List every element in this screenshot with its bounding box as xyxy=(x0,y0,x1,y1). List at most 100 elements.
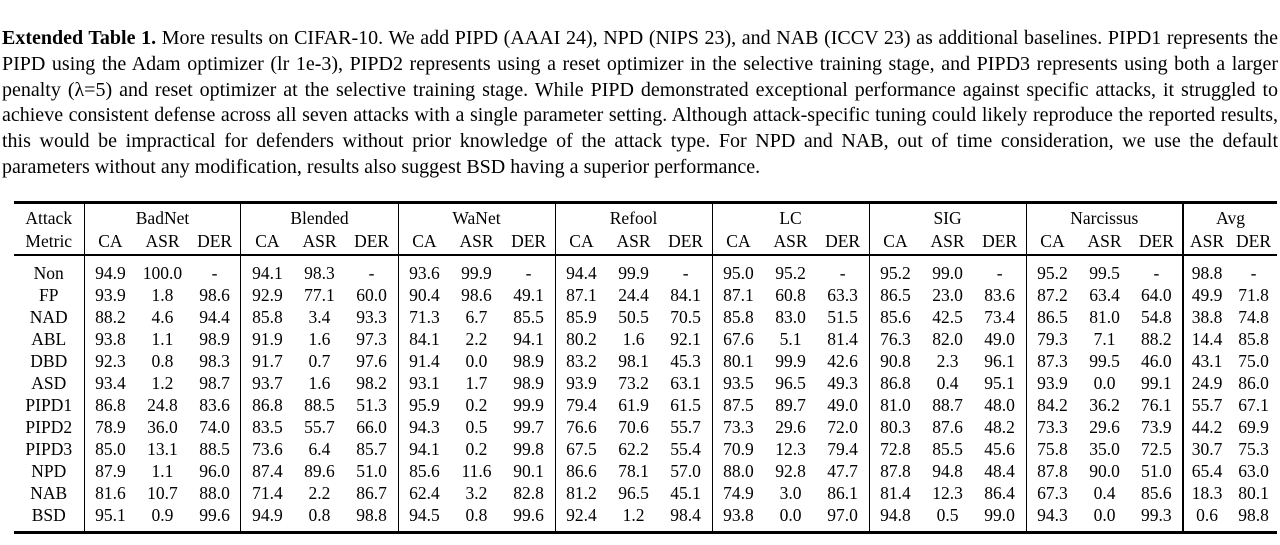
cell-fp-narcissus-der: 64.0 xyxy=(1130,284,1185,307)
table-body: Non 94.9 100.0-94.1 98.3-93.6 99.9-94.4 99.9-… xyxy=(14,254,1277,533)
cell-nad-sig-asr: 42.5 xyxy=(932,307,963,328)
cell-dbd-wanet-ca: 91.4 xyxy=(409,351,440,372)
cell-bsd-wanet-ca: 94.5 xyxy=(409,505,440,526)
cell-pipd2-narcissus-asr: 29.6 xyxy=(1089,417,1120,438)
cell-pipd1-sig-ca: 81.0 xyxy=(880,395,911,416)
cell-bsd-sig-der: 99.0 xyxy=(973,504,1027,533)
cell-fp-blended-ca: 92.9 xyxy=(252,285,283,306)
attack-cell-pipd3: PIPD3 xyxy=(14,438,85,461)
cell-dbd-badnet-der: 98.3 xyxy=(188,350,242,373)
table-row: PIPD3 85.0 13.1 88.5 73.6 6.4 85.7 94.1 0.2 99.8 6… xyxy=(14,438,1277,461)
cell-pipd2-blended-asr: 55.7 xyxy=(304,417,335,438)
cell-dbd-refool-asr: 98.1 xyxy=(618,351,649,372)
cell-pipd2-refool-ca: 76.6 xyxy=(566,417,597,438)
cell-non-sig-der: - xyxy=(973,254,1027,285)
cell-pipd2-wanet-der: 99.7 xyxy=(502,416,556,439)
cell-fp-avg-asr: 49.9 xyxy=(1191,285,1223,306)
cell-asd-refool-der: 63.1 xyxy=(659,372,713,395)
cell-fp-sig-der: 83.6 xyxy=(973,284,1027,307)
cell-non-blended-ca: 94.1 xyxy=(252,263,283,284)
cell-bsd-wanet-asr: 0.8 xyxy=(465,505,488,526)
attack-cell-bsd: BSD xyxy=(14,504,85,533)
cell-pipd1-wanet-asr: 0.2 xyxy=(465,395,488,416)
cell-dbd-narcissus-ca: 87.3 xyxy=(1037,351,1068,372)
cell-pipd1-sig-der: 48.0 xyxy=(973,394,1027,417)
cell-abl-sig-asr: 82.0 xyxy=(932,329,963,350)
cell-pipd2-narcissus-ca: 73.3 xyxy=(1037,417,1068,438)
metric-header-lc-ca: CA xyxy=(726,231,751,252)
cell-non-wanet-ca: 93.6 xyxy=(409,263,440,284)
cell-dbd-sig-ca: 90.8 xyxy=(880,351,911,372)
cell-asd-badnet-asr: 1.2 xyxy=(151,373,174,394)
cell-pipd3-sig-asr: 85.5 xyxy=(932,439,963,460)
cell-pipd2-badnet-asr: 36.0 xyxy=(147,417,178,438)
cell-abl-badnet-ca: 93.8 xyxy=(95,329,126,350)
cell-pipd2-badnet-der: 74.0 xyxy=(188,416,242,439)
cell-non-narcissus-ca: 95.2 xyxy=(1037,263,1068,284)
cell-non-refool-ca: 94.4 xyxy=(566,263,597,284)
cell-pipd2-sig-der: 48.2 xyxy=(973,416,1027,439)
cell-fp-lc-asr: 60.8 xyxy=(775,285,806,306)
cell-pipd3-avg-asr: 30.7 xyxy=(1191,439,1223,460)
cell-dbd-wanet-asr: 0.0 xyxy=(465,351,488,372)
cell-dbd-sig-asr: 2.3 xyxy=(936,351,959,372)
cell-non-sig-asr: 99.0 xyxy=(932,263,963,284)
cell-pipd2-lc-ca: 73.3 xyxy=(723,417,754,438)
cell-pipd3-wanet-der: 99.8 xyxy=(502,438,556,461)
cell-bsd-blended-der: 98.8 xyxy=(345,504,399,533)
cell-pipd3-wanet-ca: 94.1 xyxy=(409,439,440,460)
header-group-row: Attack BadNet Blended WaNet Refool LC SIG Narci… xyxy=(14,202,1277,230)
cell-abl-lc-ca: 67.6 xyxy=(723,329,754,350)
cell-pipd1-refool-asr: 61.9 xyxy=(618,395,649,416)
cell-dbd-refool-der: 45.3 xyxy=(659,350,713,373)
cell-npd-blended-der: 51.0 xyxy=(345,460,399,483)
cell-dbd-lc-ca: 80.1 xyxy=(723,351,754,372)
cell-abl-blended-ca: 91.9 xyxy=(252,329,283,350)
cell-pipd3-refool-ca: 67.5 xyxy=(566,439,597,460)
attack-cell-pipd1: PIPD1 xyxy=(14,394,85,417)
cell-pipd2-narcissus-der: 73.9 xyxy=(1130,416,1185,439)
table-row: Non 94.9 100.0-94.1 98.3-93.6 99.9-94.4 99.9-… xyxy=(14,254,1277,285)
cell-abl-narcissus-ca: 79.3 xyxy=(1037,329,1068,350)
cell-pipd3-wanet-asr: 0.2 xyxy=(465,439,488,460)
cell-pipd3-blended-asr: 6.4 xyxy=(308,439,331,460)
cell-fp-badnet-der: 98.6 xyxy=(188,284,242,307)
metric-header-narcissus-der: DER xyxy=(1130,229,1185,255)
cell-nad-lc-ca: 85.8 xyxy=(723,307,754,328)
cell-pipd1-lc-der: 49.0 xyxy=(816,394,870,417)
cell-pipd3-badnet-ca: 85.0 xyxy=(95,439,126,460)
paper-page: Extended Table 1. More results on CIFAR-… xyxy=(0,20,1280,545)
cell-nab-blended-der: 86.7 xyxy=(345,482,399,505)
cell-non-badnet-ca: 94.9 xyxy=(95,263,126,284)
metric-header-wanet-der: DER xyxy=(502,229,556,255)
cell-pipd3-sig-ca: 72.8 xyxy=(880,439,911,460)
cell-nab-lc-der: 86.1 xyxy=(816,482,870,505)
cell-npd-badnet-der: 96.0 xyxy=(188,460,242,483)
group-header-refool: Refool xyxy=(555,202,713,230)
cell-npd-wanet-asr: 11.6 xyxy=(461,461,492,482)
cell-non-avg-asr: 98.8 xyxy=(1191,263,1223,284)
cell-non-narcissus-asr: 99.5 xyxy=(1089,263,1120,284)
metric-header-sig-asr: ASR xyxy=(930,231,965,252)
cell-non-blended-asr: 98.3 xyxy=(304,263,335,284)
cell-abl-badnet-der: 98.9 xyxy=(188,328,242,351)
cell-pipd3-badnet-der: 88.5 xyxy=(188,438,242,461)
cell-bsd-refool-asr: 1.2 xyxy=(622,505,645,526)
cell-pipd1-wanet-der: 99.9 xyxy=(502,394,556,417)
table-row: NAD 88.2 4.6 94.4 85.8 3.4 93.3 71.3 6.7 85.5 85.9… xyxy=(14,306,1277,329)
cell-pipd3-blended-der: 85.7 xyxy=(345,438,399,461)
cell-abl-narcissus-asr: 7.1 xyxy=(1093,329,1116,350)
cell-asd-badnet-der: 98.7 xyxy=(188,372,242,395)
cell-pipd2-refool-asr: 70.6 xyxy=(618,417,649,438)
cell-dbd-blended-asr: 0.7 xyxy=(308,351,331,372)
metric-header-refool-ca: CA xyxy=(569,231,594,252)
cell-npd-avg-der: 63.0 xyxy=(1238,461,1269,482)
cell-abl-avg-der: 85.8 xyxy=(1238,329,1269,350)
cell-bsd-badnet-ca: 95.1 xyxy=(95,505,126,526)
cell-pipd1-sig-asr: 88.7 xyxy=(932,395,963,416)
metric-header-wanet-asr: ASR xyxy=(459,231,494,252)
table-row: ABL 93.8 1.1 98.9 91.9 1.6 97.3 84.1 2.2 94.1 80.2… xyxy=(14,328,1277,351)
cell-npd-sig-der: 48.4 xyxy=(973,460,1027,483)
cell-npd-narcissus-asr: 90.0 xyxy=(1089,461,1120,482)
cell-pipd1-narcissus-asr: 36.2 xyxy=(1089,395,1120,416)
